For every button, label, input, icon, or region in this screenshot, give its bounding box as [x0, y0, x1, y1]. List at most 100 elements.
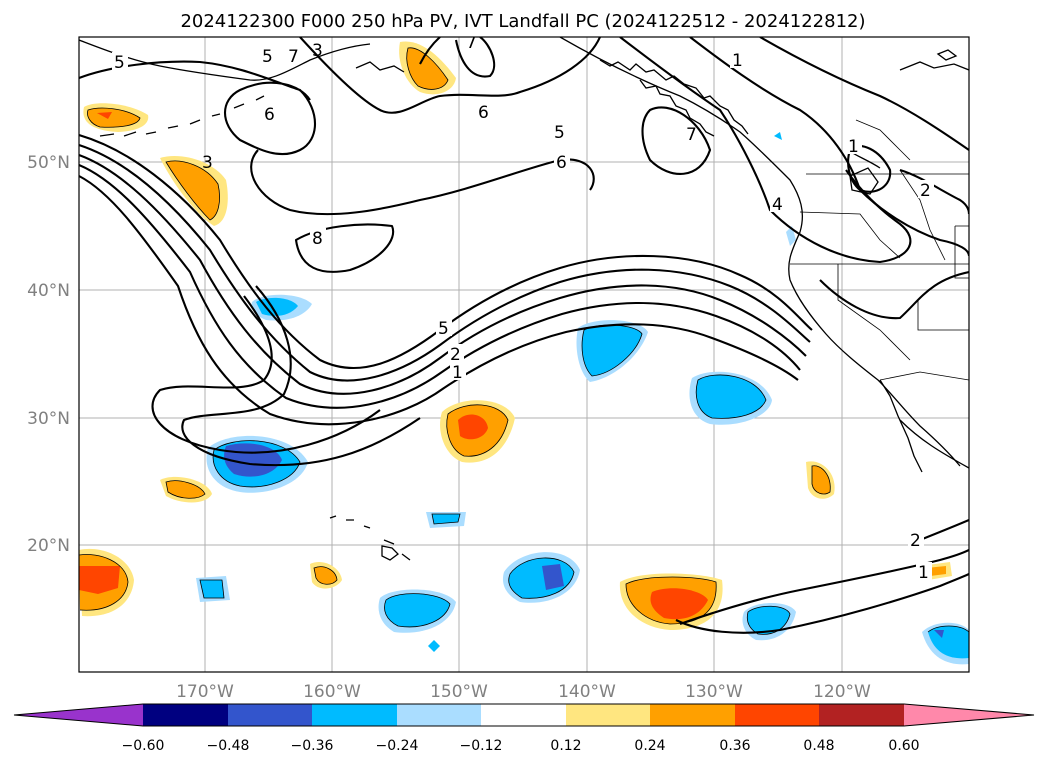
colorbar-segment	[650, 704, 735, 726]
colorbar-tick: 0.12	[550, 738, 581, 754]
pv-contour-north-7	[454, 37, 496, 78]
big-island-hawaii	[381, 545, 399, 561]
contour-label: 2	[920, 181, 931, 201]
pv-contour-subtropical-2	[919, 519, 969, 541]
state-border-1	[799, 211, 901, 259]
pv-contour-labels: 5 5 7 3 7 1 6 6 5 8 5 2 1	[112, 33, 934, 583]
pv-contour-southern-loop	[151, 295, 381, 454]
pv-contour-inland-3	[819, 270, 969, 320]
baja-california	[879, 379, 923, 473]
aleutian-islands	[99, 95, 265, 137]
aleutian-mainland-coast	[79, 39, 371, 81]
pv-contours	[79, 37, 969, 634]
colorbar-segment	[228, 704, 312, 726]
contour-label: 5	[438, 319, 449, 339]
lat-label: 30°N	[27, 409, 70, 429]
lon-label: 140°W	[558, 682, 616, 702]
colorbar-tick: 0.48	[803, 738, 834, 754]
hawaiian-islands	[329, 515, 411, 561]
california-nevada-border	[837, 264, 911, 361]
pv-contour-3	[79, 154, 807, 395]
map-clip-group: 5 5 7 3 7 1 6 6 5 8 5 2 1	[79, 33, 969, 672]
bc-interior-border	[855, 119, 911, 161]
lon-label: 160°W	[303, 682, 361, 702]
contour-label: 7	[288, 47, 299, 67]
lat-label: 20°N	[27, 536, 70, 556]
pv-contour-7-ridge	[641, 106, 712, 175]
latitude-labels: 50°N 40°N 30°N 20°N	[27, 153, 70, 556]
contour-label: 8	[312, 229, 323, 249]
colorbar-tick: −0.36	[291, 738, 334, 754]
colorbar-tick: 0.36	[719, 738, 750, 754]
contour-label: 5	[114, 53, 125, 73]
colorbar-tick: 0.24	[634, 738, 665, 754]
colorbar-segment	[397, 704, 481, 726]
colorbar-tick: −0.24	[376, 738, 419, 754]
longitude-labels: 170°W 160°W 150°W 140°W 130°W 120°W	[176, 682, 871, 702]
pv-contour-4	[79, 144, 811, 382]
lon-label: 130°W	[685, 682, 743, 702]
contour-label: 2	[450, 345, 461, 365]
figure-title: 2024122300 F000 250 hPa PV, IVT Landfall…	[180, 11, 865, 32]
colorbar-segment	[143, 704, 228, 726]
colorbar-extend-max	[904, 704, 1034, 726]
colorbar-segment	[481, 704, 566, 726]
kodiak-coast	[355, 61, 405, 73]
map-panel: 5 5 7 3 7 1 6 6 5 8 5 2 1	[78, 33, 970, 673]
arizona-border	[917, 300, 969, 331]
northern-coast-segments	[899, 49, 969, 71]
contour-label: 6	[478, 103, 489, 123]
inside-passage	[639, 79, 715, 137]
colorbar-outline	[13, 703, 1035, 727]
colorbar: −0.60 −0.48 −0.36 −0.24 −0.12 0.12 0.24 …	[13, 703, 1035, 754]
north-america-coastline	[559, 37, 961, 467]
pv-contour-8	[294, 223, 395, 273]
lat-label: 50°N	[27, 153, 70, 173]
lat-label: 40°N	[27, 281, 70, 301]
pv-contour-coastal-4	[619, 37, 912, 264]
pv-contour-coastal-1	[759, 37, 969, 151]
pv-contour-north-5	[79, 60, 316, 156]
pv-contour-north-tick	[419, 37, 441, 65]
contour-label: 3	[312, 41, 323, 61]
pv-contour-north-6	[299, 37, 601, 114]
pv-contour-subtropical-1a	[679, 549, 969, 625]
pv-contour-inland-1	[847, 145, 892, 193]
colorbar-tick: −0.48	[207, 738, 250, 754]
colorbar-segment	[735, 704, 819, 726]
us-mexico-border	[879, 371, 969, 381]
contour-label: 6	[556, 153, 567, 173]
colorbar-segment	[312, 704, 397, 726]
contour-label: 6	[264, 105, 275, 125]
ivt-shading	[79, 41, 969, 665]
colorbar-tick: 0.60	[888, 738, 919, 754]
pv-contour-subtropical-1b	[675, 573, 969, 634]
lon-label: 120°W	[813, 682, 871, 702]
contour-label: 1	[732, 51, 743, 71]
contour-label: 1	[918, 563, 929, 583]
contour-label: 3	[202, 153, 213, 173]
contour-label: 4	[772, 195, 783, 215]
pv-contour-southern-loop-outer	[181, 285, 421, 467]
pv-contour-2	[79, 164, 801, 409]
lon-label: 150°W	[430, 682, 488, 702]
colorbar-tick-labels: −0.60 −0.48 −0.36 −0.24 −0.12 0.12 0.24 …	[122, 738, 920, 754]
lon-label: 170°W	[176, 682, 234, 702]
positive-anomaly-shading	[79, 41, 952, 630]
pv-contour-1	[79, 175, 799, 426]
pv-contour-5	[79, 133, 813, 370]
map-frame	[78, 36, 970, 673]
colorbar-segment	[566, 704, 650, 726]
colorbar-tick: −0.12	[460, 738, 503, 754]
contour-label: 5	[554, 123, 565, 143]
contour-label: 7	[466, 33, 477, 53]
pv-contour-coastal-2	[689, 37, 969, 257]
colorbar-extend-min	[14, 704, 143, 726]
contour-label: 5	[262, 47, 273, 67]
idaho-border	[899, 169, 946, 261]
colorbar-segment	[819, 704, 904, 726]
contour-label: 2	[910, 531, 921, 551]
colorbar-tick: −0.60	[122, 738, 165, 754]
contour-label: 1	[848, 137, 859, 157]
